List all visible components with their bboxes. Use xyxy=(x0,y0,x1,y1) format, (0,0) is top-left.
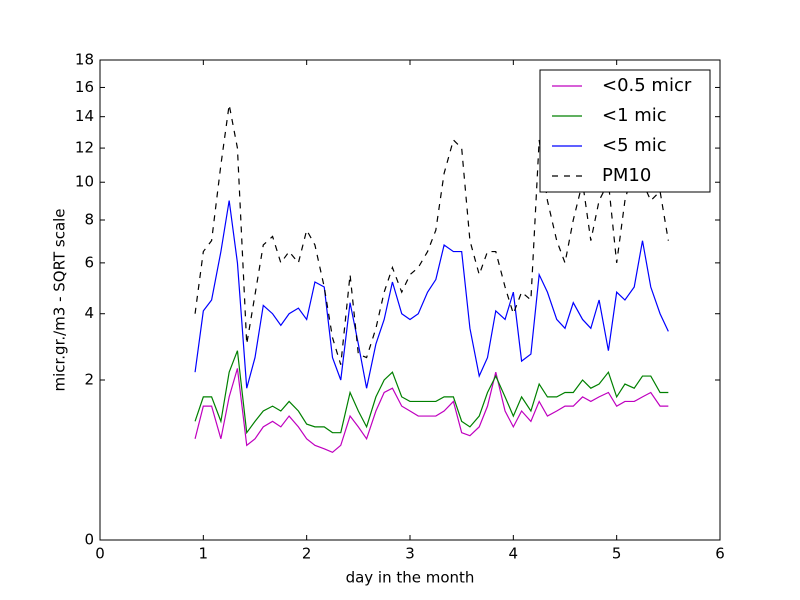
legend: <0.5 micr <1 mic <5 mic PM10 xyxy=(539,69,711,193)
y-tick-label: 2 xyxy=(84,371,94,389)
y-tick-label: 8 xyxy=(84,211,94,229)
x-tick-label: 6 xyxy=(715,545,725,563)
plot-frame xyxy=(99,59,721,541)
y-tick-label: 10 xyxy=(75,173,94,191)
y-tick-label: 6 xyxy=(84,253,94,271)
x-tick-label: 4 xyxy=(509,545,519,563)
y-tick-label: 12 xyxy=(75,139,94,157)
x-tick-label: 2 xyxy=(302,545,312,563)
legend-label: <5 mic xyxy=(602,135,667,156)
legend-label: PM10 xyxy=(602,165,651,186)
y-tick-label: 16 xyxy=(75,78,94,96)
legend-label: <0.5 micr xyxy=(602,75,692,96)
x-axis-label: day in the month xyxy=(346,569,475,587)
x-tick-label: 1 xyxy=(199,545,209,563)
series-line xyxy=(194,104,669,365)
y-tick-label: 0 xyxy=(84,531,94,549)
x-tick-label: 5 xyxy=(612,545,622,563)
y-axis-label: micr.gr./m3 - SQRT scale xyxy=(51,208,69,391)
x-tick-label: 0 xyxy=(95,545,105,563)
series-line xyxy=(194,200,669,389)
series-line xyxy=(194,368,669,454)
series-line xyxy=(194,350,669,435)
x-tick-label: 3 xyxy=(405,545,415,563)
y-tick-label: 18 xyxy=(75,51,94,69)
legend-label: <1 mic xyxy=(602,105,667,126)
y-tick-label: 14 xyxy=(75,107,94,125)
y-tick-label: 4 xyxy=(84,304,94,322)
legend-box xyxy=(539,69,711,193)
